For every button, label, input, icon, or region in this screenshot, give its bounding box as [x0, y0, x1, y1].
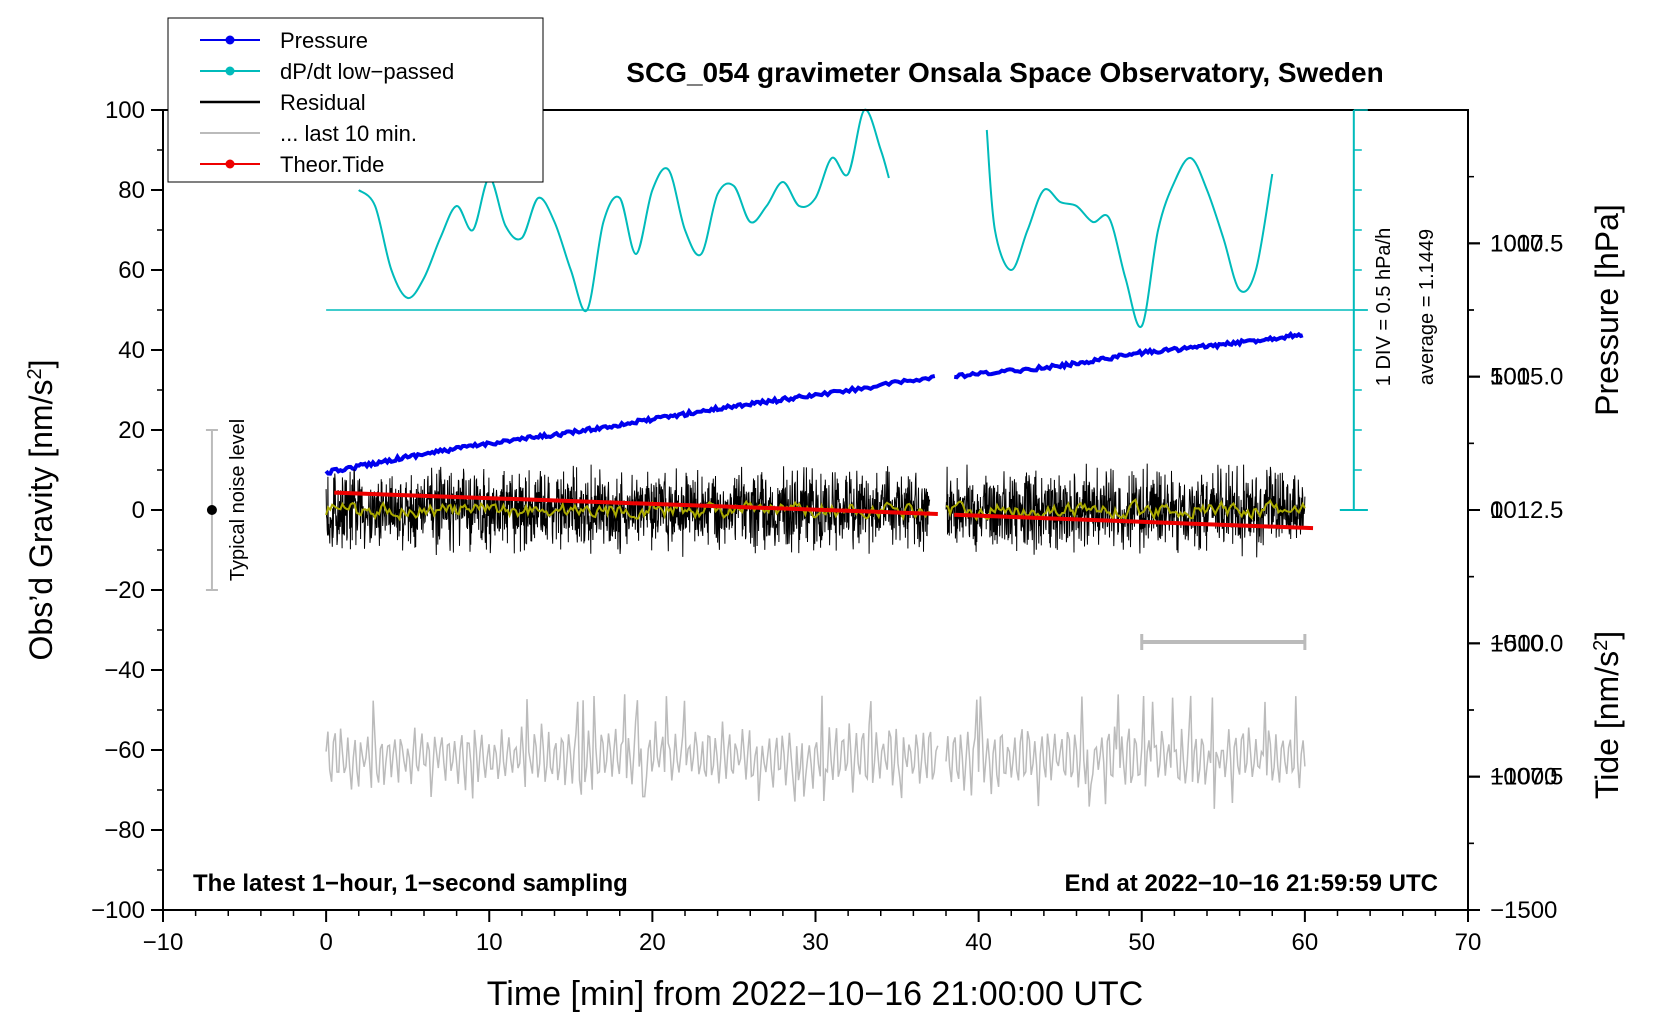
legend: Pressure dP/dt low−passed Residual ... last… — [167, 17, 544, 183]
tide-line-1 — [954, 512, 1314, 531]
pressure-tick-label: 1007.5 — [1490, 764, 1563, 791]
y-tick-label: 100 — [105, 97, 145, 124]
chart-title: SCG_054 gravimeter Onsala Space Observat… — [626, 57, 1383, 88]
legend-marker — [225, 66, 235, 76]
last-10-min-line-1 — [945, 694, 1306, 809]
y-axis-tide: 1000 500 0 −500 −1000 −1500 — [1468, 230, 1557, 924]
y-tick-label: −40 — [104, 657, 145, 684]
tide-tick-label: 0 — [1490, 497, 1503, 524]
residual-line-0 — [325, 464, 931, 557]
y-tick-label: −100 — [91, 897, 145, 924]
y-tick-label: 0 — [132, 497, 145, 524]
pressure-tick-label: 1010.0 — [1490, 630, 1563, 657]
y-tick-label: −60 — [104, 737, 145, 764]
noise-level-label: Typical noise level — [227, 419, 249, 581]
annotation-end-time: End at 2022−10−16 21:59:59 UTC — [1064, 870, 1438, 897]
y-axis-pressure-label: Pressure [hPa] — [1589, 204, 1625, 416]
x-tick-label: 50 — [1128, 929, 1155, 956]
x-tick-label: 20 — [639, 929, 666, 956]
legend-label: dP/dt low−passed — [280, 59, 454, 84]
tide-tick-label: −500 — [1490, 630, 1544, 657]
y-axis-tide-label-main: Tide [nm/s — [1589, 651, 1625, 799]
div-label: 1 DIV = 0.5 hPa/h — [1373, 228, 1395, 386]
tide-line-0 — [334, 490, 938, 516]
pressure-tick-label: 1015.0 — [1490, 364, 1563, 391]
x-tick-label: 60 — [1292, 929, 1319, 956]
y-axis-left-label-end: ] — [23, 360, 59, 369]
residual-smoothed-line-1 — [945, 497, 1306, 522]
annotation-sampling: The latest 1−hour, 1−second sampling — [193, 870, 628, 897]
legend-label: ... last 10 min. — [280, 121, 417, 146]
series-layer — [324, 108, 1314, 809]
y-tick-label: −80 — [104, 817, 145, 844]
legend-label: Residual — [280, 90, 366, 115]
dpdt-line-1 — [985, 129, 1274, 329]
pressure-tick-label: 1012.5 — [1490, 497, 1563, 524]
x-tick-label: 70 — [1455, 929, 1482, 956]
y-tick-label: 60 — [118, 257, 145, 284]
y-tick-label: 40 — [118, 337, 145, 364]
y-axis-tide-label-sup: 2 — [1590, 640, 1612, 651]
y-axis-left-label-main: Obs’d Gravity [nm/s — [23, 380, 59, 661]
x-tick-label: −10 — [143, 929, 184, 956]
x-tick-label: 30 — [802, 929, 829, 956]
pressure-line-0 — [324, 374, 936, 476]
legend-items: Pressure dP/dt low−passed Residual ... last… — [200, 28, 454, 177]
legend-marker — [225, 35, 235, 45]
x-tick-label: 10 — [476, 929, 503, 956]
y-tick-label: 80 — [118, 177, 145, 204]
annotations-layer — [205, 109, 1368, 650]
y-axis-left-label-sup: 2 — [24, 368, 46, 379]
noise-bar-center-dot — [206, 505, 217, 515]
tide-tick-label: −1500 — [1490, 897, 1557, 924]
tide-tick-label: 1000 — [1490, 230, 1543, 257]
legend-label: Pressure — [280, 28, 368, 53]
y-tick-label: −20 — [104, 577, 145, 604]
legend-box — [167, 17, 544, 183]
pressure-tick-label: 1017.5 — [1490, 230, 1563, 257]
legend-label: Theor.Tide — [280, 152, 384, 177]
y-axis-left: 100 80 60 40 20 0 −20 −40 −60 −80 −100 — [91, 97, 163, 924]
y-axis-tide-label: Tide [nm/s2] — [1589, 631, 1625, 799]
x-tick-label: 40 — [965, 929, 992, 956]
x-axis: −10 0 10 20 30 40 50 60 70 — [143, 910, 1482, 956]
tide-tick-label: 500 — [1490, 364, 1530, 391]
y-tick-label: 20 — [118, 417, 145, 444]
y-axis-left-label: Obs’d Gravity [nm/s2] — [23, 360, 59, 661]
legend-marker — [225, 159, 235, 169]
last-10-min-line-0 — [325, 694, 939, 802]
tide-tick-label: −1000 — [1490, 764, 1557, 791]
dpdt-line-0 — [358, 108, 890, 313]
pressure-line-1 — [953, 330, 1304, 380]
average-label: average = 1.1449 — [1416, 229, 1438, 385]
y-axis-tide-label-end: ] — [1589, 631, 1625, 640]
x-axis-label: Time [min] from 2022−10−16 21:00:00 UTC — [487, 975, 1143, 1013]
x-tick-label: 0 — [319, 929, 332, 956]
